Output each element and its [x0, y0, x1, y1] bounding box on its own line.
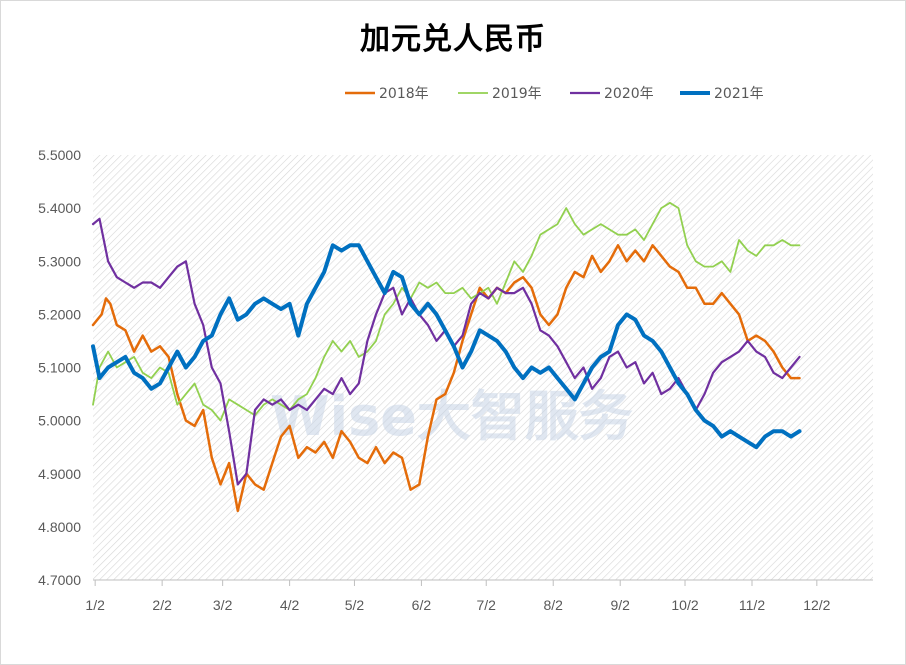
- chart-title: 加元兑人民币: [360, 22, 546, 57]
- y-tick-label: 5.1000: [38, 360, 81, 376]
- y-tick-label: 4.7000: [38, 572, 81, 588]
- series-line-1: [91, 244, 801, 513]
- legend-label: 2018年: [379, 86, 429, 102]
- x-tick-label: 10/2: [671, 597, 698, 613]
- x-tick-label: 12/2: [803, 597, 830, 613]
- x-tick-label: 7/2: [477, 597, 497, 613]
- x-tick-label: 4/2: [280, 597, 300, 613]
- x-tick-label: 9/2: [610, 597, 630, 613]
- x-tick-label: 3/2: [213, 597, 233, 613]
- y-tick-label: 5.0000: [38, 413, 81, 429]
- legend-label: 2019年: [492, 86, 542, 102]
- x-tick-label: 6/2: [412, 597, 432, 613]
- y-tick-label: 5.2000: [38, 306, 81, 322]
- axis-layer: 4.7000 4.8000 4.9000 5.0000 5.1000 5.2000 5.30…: [38, 147, 873, 613]
- y-tick-label: 4.9000: [38, 466, 81, 482]
- legend: 2018年 2019年 2020年 2021年: [345, 86, 764, 102]
- x-tick-label: 5/2: [345, 597, 365, 613]
- x-tick-label: 2/2: [152, 597, 172, 613]
- x-tick-label: 8/2: [543, 597, 563, 613]
- y-tick-label: 5.4000: [38, 200, 81, 216]
- series-layer: [91, 201, 802, 513]
- legend-label: 2020年: [604, 86, 654, 102]
- x-tick-label: 11/2: [739, 597, 765, 613]
- plot-area-background: [93, 155, 873, 580]
- y-tick-label: 4.8000: [38, 519, 81, 535]
- series-line-2: [92, 201, 801, 422]
- series-line-4: [91, 243, 802, 450]
- legend-label: 2021年: [714, 86, 764, 102]
- y-tick-label: 5.5000: [38, 147, 81, 163]
- x-tick-label: 1/2: [85, 597, 105, 613]
- y-tick-label: 5.3000: [38, 253, 81, 269]
